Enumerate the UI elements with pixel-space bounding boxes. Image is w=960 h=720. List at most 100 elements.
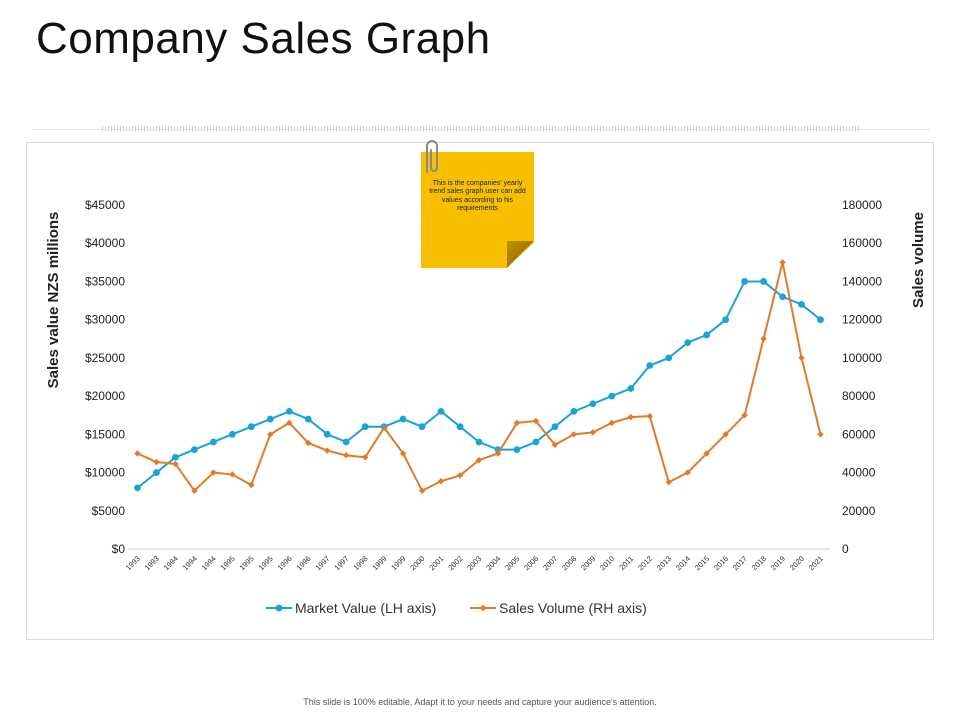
series-line-2: [137, 261, 822, 492]
x-tick-label: 2002: [446, 554, 464, 572]
data-point: [494, 450, 502, 457]
data-point: [247, 423, 255, 431]
x-tick-label: 2018: [750, 554, 768, 572]
x-tick-label: 2001: [427, 554, 445, 572]
x-tick-label: 2007: [541, 554, 559, 572]
right-tick-label: 0: [842, 542, 849, 556]
data-point: [153, 469, 160, 476]
data-point: [665, 354, 673, 362]
left-tick-label: $0: [112, 542, 126, 556]
data-point: [134, 484, 141, 492]
data-point: [779, 293, 786, 301]
right-tick-label: 40000: [842, 466, 876, 480]
data-point: [513, 419, 521, 427]
data-point: [380, 424, 388, 431]
data-point: [817, 316, 824, 324]
data-point: [589, 429, 597, 436]
data-point: [437, 477, 445, 485]
x-tick-label: 2008: [560, 554, 578, 572]
data-point: [570, 431, 578, 438]
data-point: [437, 408, 445, 415]
right-axis-ticks: 0 20000 40000 60000 80000 100000 120000 140000 1…: [842, 198, 882, 556]
x-tick-label: 1993: [143, 554, 161, 572]
data-point: [210, 469, 217, 476]
data-point: [684, 339, 692, 346]
left-tick-label: $35000: [85, 274, 125, 288]
x-tick-label: 1994: [162, 554, 180, 572]
data-point: [760, 335, 767, 342]
data-point: [191, 446, 198, 454]
sticky-note-text: This is the companies' yearly trend sale…: [429, 180, 526, 213]
data-point: [172, 460, 179, 468]
left-axis-label: Sales value NZS millions: [45, 212, 62, 389]
data-point: [532, 417, 540, 425]
series-layer: [134, 259, 824, 494]
x-tick-label: 2015: [693, 554, 711, 572]
data-point: [760, 278, 767, 285]
data-point: [551, 423, 559, 431]
left-axis-ticks: $0 $5000 $10000 $15000 $20000 $25000 $30000 $35…: [85, 198, 125, 556]
x-tick-label: 1997: [332, 554, 350, 572]
data-point: [228, 430, 236, 438]
legend-label-2: Sales Volume (RH axis): [499, 600, 647, 616]
data-point: [266, 415, 274, 423]
x-tick-label: 1997: [313, 554, 331, 572]
x-tick-label: 2009: [579, 554, 597, 572]
data-point: [513, 446, 521, 454]
data-point: [134, 450, 141, 457]
x-tick-label: 1995: [257, 554, 275, 572]
data-point: [741, 278, 749, 285]
right-axis-label: Sales volume: [910, 212, 927, 308]
x-tick-label: 1996: [276, 554, 294, 572]
x-tick-label: 1994: [181, 554, 199, 572]
x-tick-label: 1995: [219, 554, 237, 572]
legend-marker: [275, 604, 283, 612]
data-point: [342, 438, 350, 446]
left-tick-label: $45000: [85, 198, 125, 212]
left-tick-label: $25000: [85, 351, 125, 365]
data-point: [627, 385, 635, 392]
data-point: [779, 259, 786, 266]
data-point: [399, 450, 407, 457]
data-point: [589, 400, 597, 408]
x-axis-tick-labels: 1993 1993 1994 1994 1994 1995 1995 1995 1996 1996…: [124, 554, 825, 572]
data-point: [305, 439, 312, 447]
x-tick-label: 2021: [807, 554, 825, 572]
data-point: [608, 392, 616, 400]
data-point: [323, 430, 331, 438]
x-tick-label: 2000: [408, 554, 426, 572]
data-point: [817, 431, 824, 438]
data-point: [229, 471, 236, 478]
left-tick-label: $20000: [85, 389, 125, 403]
data-point: [684, 469, 691, 476]
x-tick-label: 2011: [617, 554, 635, 572]
data-point: [191, 487, 198, 494]
divider-ticks: [102, 126, 860, 132]
data-point: [665, 478, 672, 486]
data-point: [608, 419, 616, 427]
chart-legend: Market Value (LH axis) Sales Volume (RH a…: [266, 600, 647, 616]
x-tick-label: 2003: [465, 554, 483, 572]
data-point: [304, 415, 312, 423]
x-tick-label: 1999: [370, 554, 388, 572]
right-tick-label: 60000: [842, 427, 876, 441]
x-tick-label: 2019: [769, 554, 787, 572]
x-tick-label: 1995: [238, 554, 256, 572]
data-point: [286, 419, 293, 427]
data-point: [741, 412, 748, 419]
left-tick-label: $5000: [92, 504, 126, 518]
data-point: [627, 413, 634, 421]
data-point: [475, 438, 483, 446]
left-tick-label: $40000: [85, 236, 125, 250]
title-divider: [32, 126, 930, 132]
x-tick-label: 2005: [503, 554, 521, 572]
data-point: [399, 415, 407, 423]
x-tick-label: 2017: [731, 554, 749, 572]
right-tick-label: 180000: [842, 198, 882, 212]
footer-note: This slide is 100% editable. Adapt it to…: [303, 697, 657, 707]
right-tick-label: 100000: [842, 351, 882, 365]
data-point: [324, 447, 331, 454]
left-tick-label: $30000: [85, 313, 125, 327]
data-point: [248, 481, 255, 489]
